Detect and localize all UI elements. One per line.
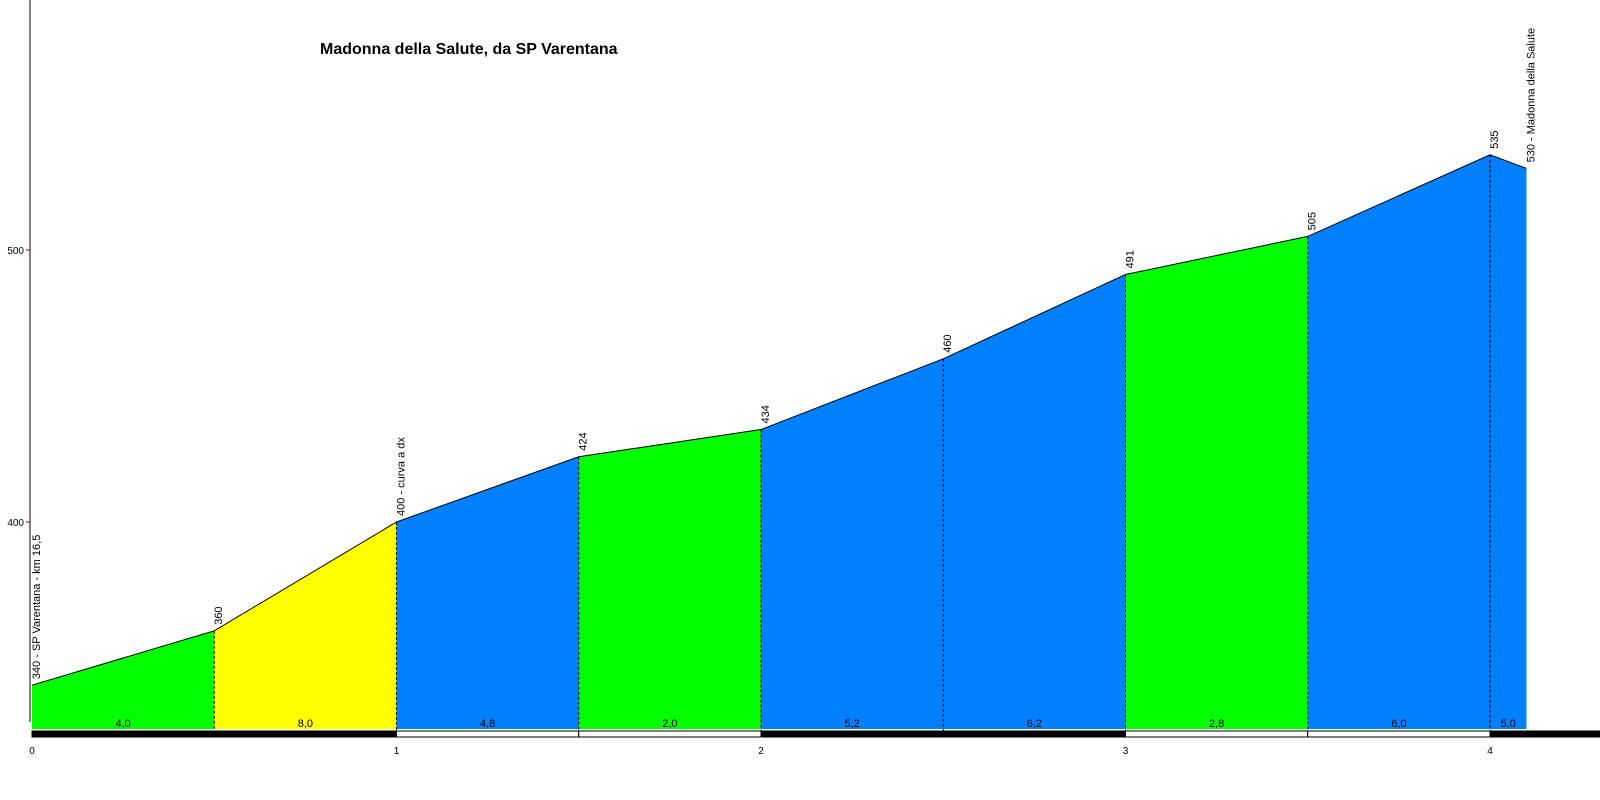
y-axis-ticks: 400 500 xyxy=(7,246,30,529)
gradient-label: 4,8 xyxy=(480,718,495,730)
gradient-label: 6,2 xyxy=(1027,718,1042,730)
distance-bar-segment xyxy=(1489,730,1527,738)
y-tick-label: 400 xyxy=(7,518,24,529)
segment-dividers xyxy=(213,154,1491,731)
x-tick-label: 4 xyxy=(1487,746,1493,757)
gradient-label: 5,2 xyxy=(844,718,859,730)
elevation-label: 400 - curva a dx xyxy=(396,437,408,516)
gradient-label: 6,0 xyxy=(1391,718,1406,730)
distance-bar-segment xyxy=(942,730,1126,738)
elevation-label: 530 - Madonna della Salute xyxy=(1525,28,1537,163)
elevation-label: 505 xyxy=(1307,212,1319,230)
profile-segment xyxy=(761,358,944,729)
elevation-label: 340 - SP Varentana - km 16,5 xyxy=(31,535,43,680)
chart-title: Madonna della Salute, da SP Varentana xyxy=(320,41,618,58)
x-tick-label: 3 xyxy=(1123,746,1129,757)
profile-segment xyxy=(943,274,1126,729)
profile-segment xyxy=(32,630,215,729)
distance-bar-segment xyxy=(396,730,580,738)
profile-segment xyxy=(396,456,579,729)
elevation-label: 424 xyxy=(578,432,590,450)
distance-bar-segment xyxy=(760,730,944,738)
gradient-label: 5,0 xyxy=(1501,718,1516,730)
gradient-label: 4,0 xyxy=(115,718,130,730)
profile-line xyxy=(31,154,1527,686)
distance-bar-segment xyxy=(1307,730,1491,738)
distance-bar-segment xyxy=(1125,730,1309,738)
gradient-labels: 4,0 8,0 4,8 2,0 5,2 6,2 2,8 6,0 5,0 xyxy=(115,718,1515,730)
profile-segment xyxy=(578,429,761,729)
distance-bar-segment xyxy=(213,730,397,738)
elevation-label: 360 xyxy=(213,606,225,624)
elevation-labels: 340 - SP Varentana - km 16,5 360 400 - cur… xyxy=(31,28,1537,679)
x-tick-label: 1 xyxy=(394,746,400,757)
distance-bar xyxy=(31,730,1600,738)
x-axis-ticks: 0 1 2 3 4 xyxy=(29,746,1493,757)
x-tick-label: 0 xyxy=(29,746,35,757)
distance-bar-segment xyxy=(578,730,762,738)
y-tick-label: 500 xyxy=(7,246,24,257)
profile-segment xyxy=(214,522,397,729)
distance-bar-segment xyxy=(31,730,215,738)
profile-segments xyxy=(32,154,1527,730)
gradient-label: 2,8 xyxy=(1209,718,1224,730)
elevation-label: 535 xyxy=(1489,130,1501,148)
distance-bar-segment xyxy=(1525,730,1600,738)
profile-segment xyxy=(1490,154,1527,730)
elevation-label: 460 xyxy=(942,334,954,352)
elevation-label: 434 xyxy=(760,405,772,423)
gradient-label: 2,0 xyxy=(662,718,677,730)
x-tick-label: 2 xyxy=(758,746,764,757)
profile-segment xyxy=(1125,236,1308,729)
elevation-label: 491 xyxy=(1125,250,1137,268)
gradient-label: 8,0 xyxy=(298,718,313,730)
profile-segment xyxy=(1307,154,1490,730)
